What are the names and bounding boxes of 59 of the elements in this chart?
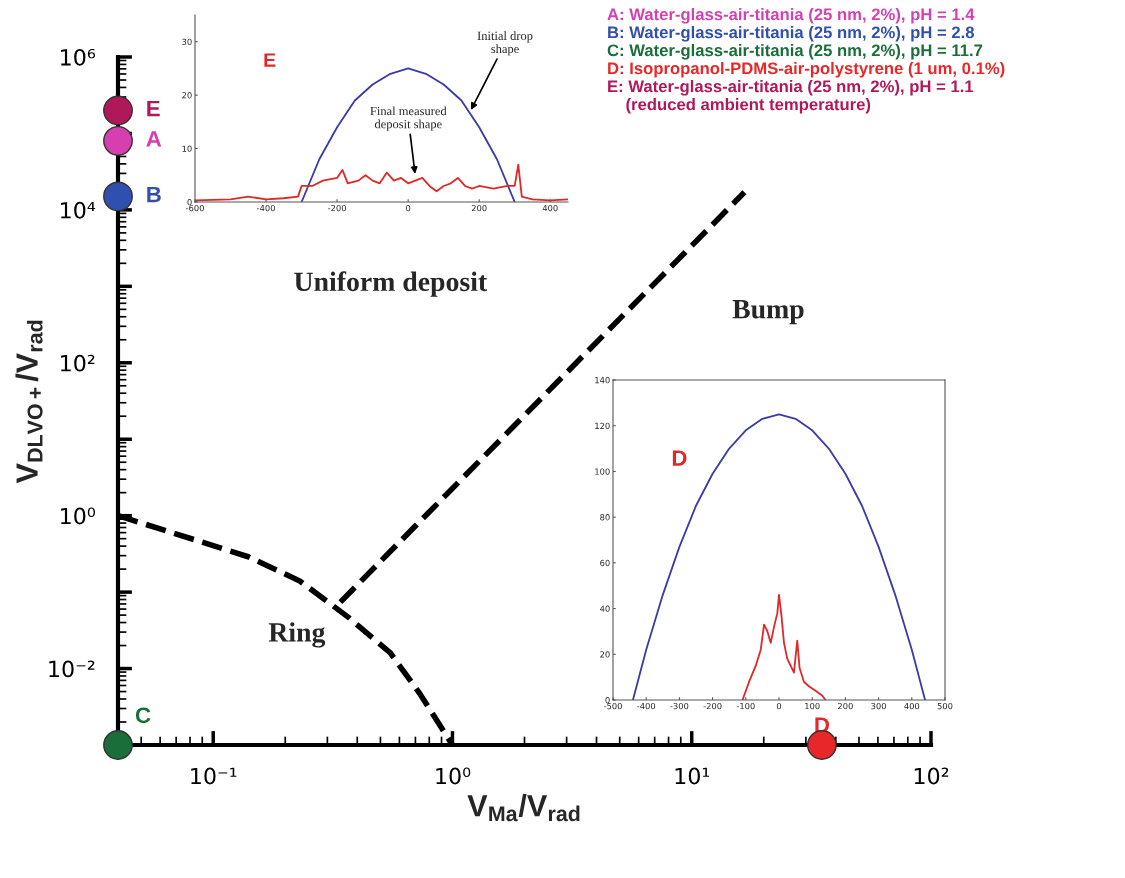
text: B: Water-glass-air-titania (25 nm, 2%), pH = 2.8 [608,26,975,42]
x-tick-label: 300 [871,702,886,710]
x-tick-label: 0 [406,204,411,212]
y-tick-label: 30 [182,38,192,45]
annotation: Ring [268,622,326,648]
y-tick-label: 100 [595,468,610,475]
x-tick-label: 400 [542,204,558,212]
x-tick-label: -400 [257,204,275,212]
y-tick-label: 80 [600,514,610,521]
annotation: E [147,100,160,117]
text: E: Water-glass-air-titania (25 nm, 2%), pH = 1.1 (reduced ambient temperature) [608,80,974,114]
x-tick-label: -500 [603,702,622,710]
y-tick-label: 120 [595,422,610,429]
x-tick-label: -100 [736,702,755,710]
y-tick-label: 10 [182,145,192,152]
annotation: Bump [732,300,804,325]
text: A: Water-glass-air-titania (25 nm, 2%), pH = 1.4 [607,8,975,24]
annotation: D [672,450,687,466]
y-tick-label: 10⁶ [61,48,96,66]
annotation: A [146,131,162,147]
y-tick-label: 0 [605,696,610,704]
x-tick-label: -600 [185,204,204,212]
x-tick-label: 10¹ [675,767,710,785]
y-tick-label: 20 [182,92,192,99]
y-tick-label: 10⁰ [61,507,96,525]
x-tick-label: 0 [776,702,782,710]
x-tick-label: 200 [471,204,487,212]
y-tick-label: 60 [600,559,610,567]
x-tick-label: -200 [328,204,346,212]
annotation: C [135,707,151,724]
y-axis-title: V$_{DLVO+}$/V$_{rad}$ [15,320,43,484]
x-axis-title: V$_{Ma}$/V$_{rad}$ [467,794,580,822]
line-series [741,593,827,700]
x-tick-label: 10⁰ [436,767,471,785]
x-tick-label: -400 [637,702,656,710]
y-tick-label: 140 [595,376,610,384]
annotation: Final measured deposit shape [370,106,447,131]
x-tick-label: 200 [838,702,853,710]
x-tick-label: -300 [670,702,689,710]
x-tick-label: 500 [937,702,953,710]
annotation: Initial drop shape [477,31,533,56]
y-tick-label: 0 [187,198,192,206]
y-tick-label: 10⁻² [49,660,95,678]
line-series [300,67,516,202]
y-tick-label: 10⁴ [61,201,96,219]
annotation: E [264,53,276,67]
y-tick-label: 40 [600,605,610,612]
text: D: Isopropanol-PDMS-air-polystyrene (1 um, 0.1%) [608,62,1005,78]
x-tick-label: 10⁻¹ [191,767,237,785]
x-tick-label: -200 [703,702,722,710]
x-tick-label: 10² [914,767,949,785]
line-series [632,413,926,700]
x-tick-label: 400 [904,702,920,710]
y-tick-label: 20 [600,651,610,658]
y-tick-label: 10² [61,354,95,372]
text: C: Water-glass-air-titania (25 nm, 2%), pH = 11.7 [607,44,983,60]
x-tick-label: 100 [805,702,820,710]
annotation: B [147,186,161,203]
annotation: Uniform deposit [294,271,488,297]
